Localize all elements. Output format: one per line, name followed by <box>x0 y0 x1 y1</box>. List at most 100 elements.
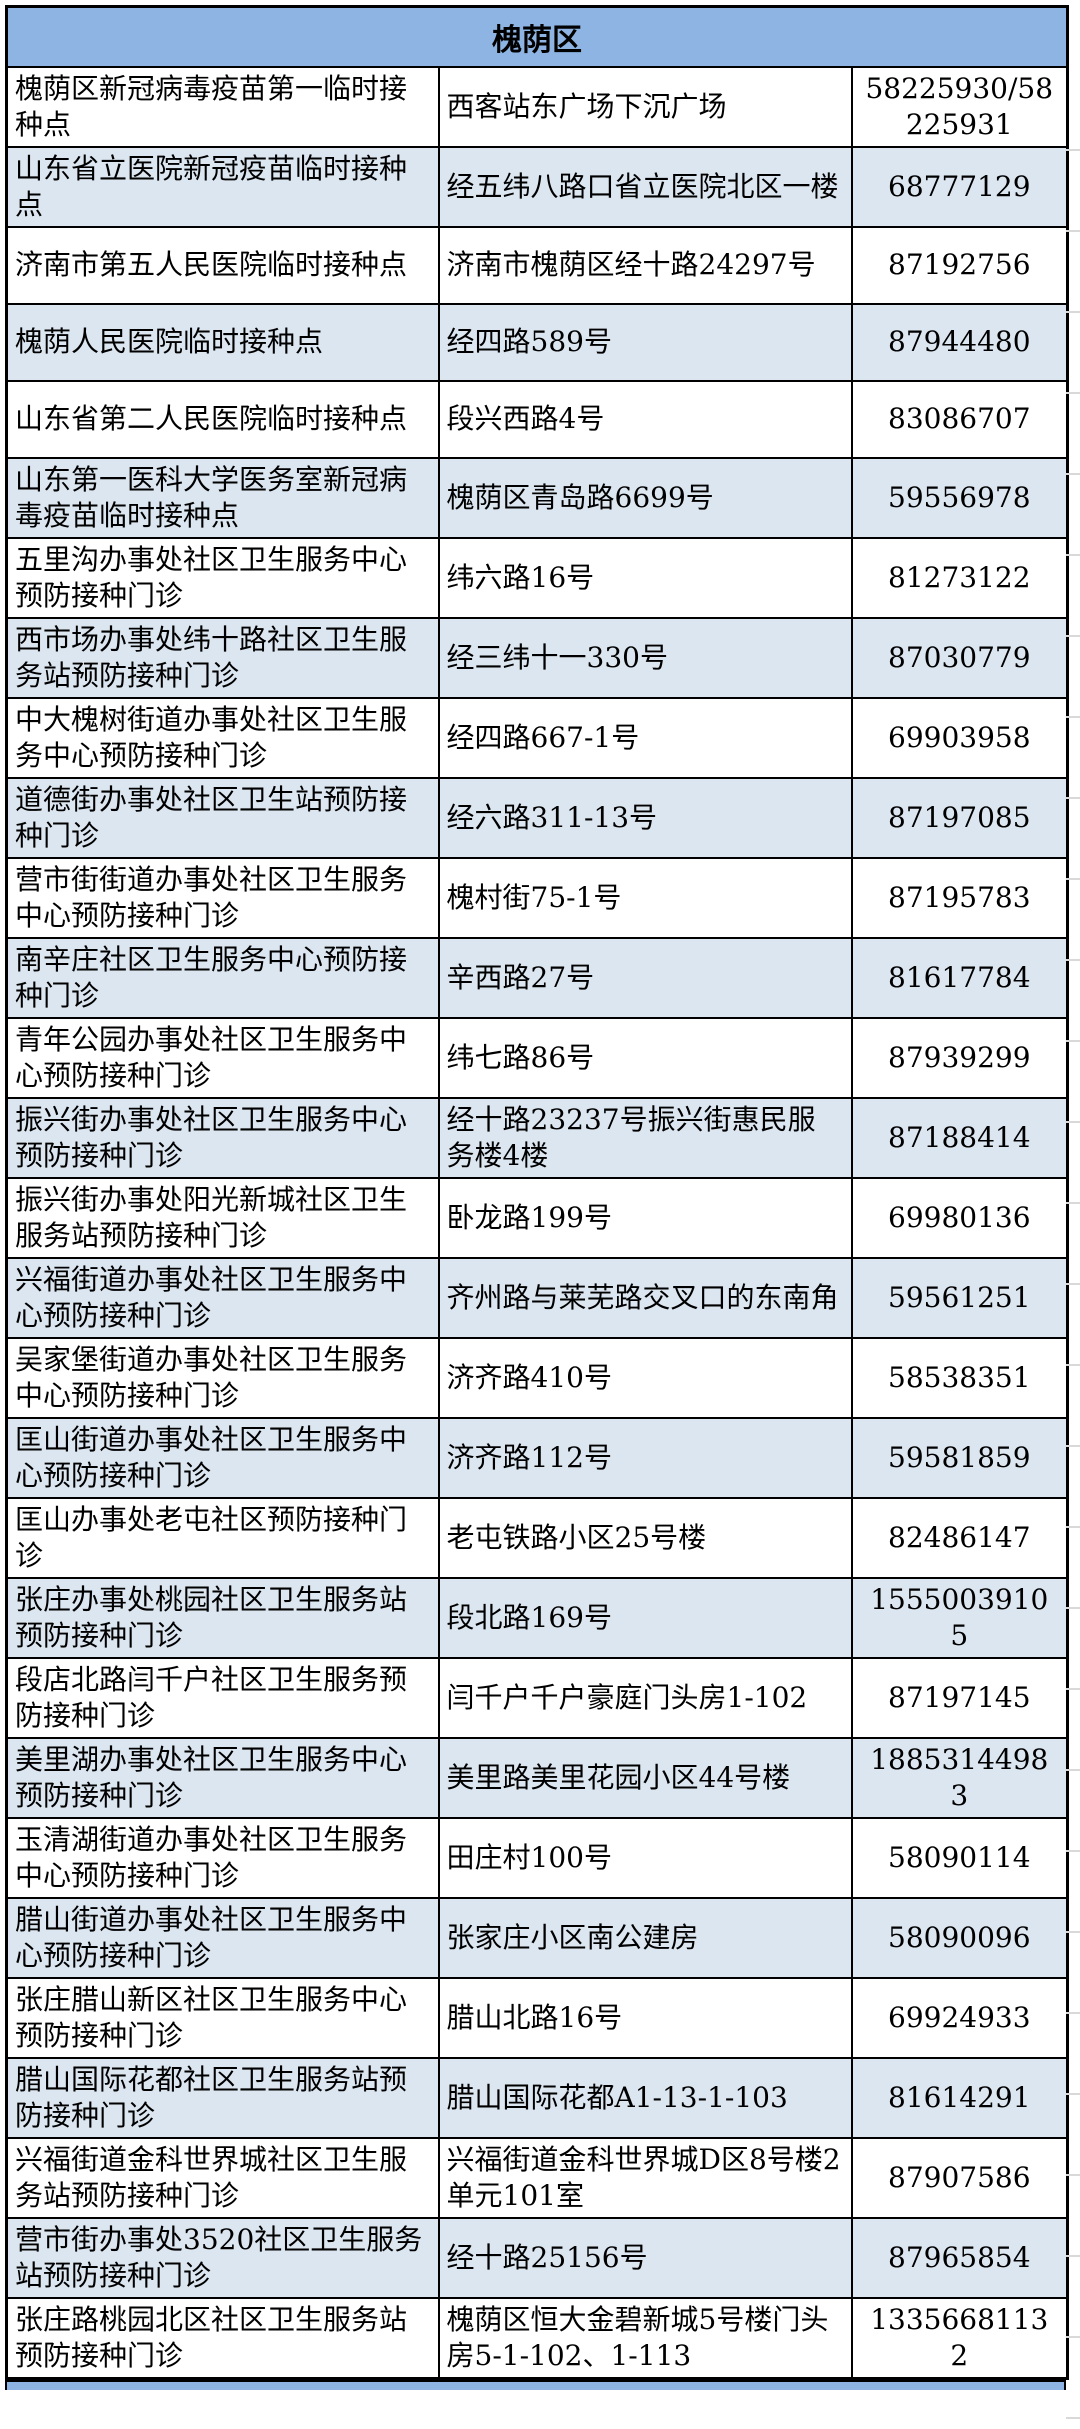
site-address-cell: 槐荫区青岛路6699号 <box>437 456 853 539</box>
table-row: 美里湖办事处社区卫生服务中心预防接种门诊 美里路美里花园小区44号楼 18853… <box>5 1736 1069 1819</box>
site-phone-cell: 87939299 <box>850 1016 1069 1099</box>
site-name-cell: 振兴街办事处阳光新城社区卫生服务站预防接种门诊 <box>5 1176 440 1259</box>
site-name-cell: 槐荫人民医院临时接种点 <box>5 302 440 382</box>
table-row: 济南市第五人民医院临时接种点 济南市槐荫区经十路24297号 87192756 <box>5 225 1069 305</box>
site-name-cell: 美里湖办事处社区卫生服务中心预防接种门诊 <box>5 1736 440 1819</box>
table-row: 张庄腊山新区社区卫生服务中心预防接种门诊 腊山北路16号 69924933 <box>5 1976 1069 2059</box>
site-phone-cell: 81273122 <box>850 536 1069 619</box>
site-address-cell: 济南市槐荫区经十路24297号 <box>437 225 853 305</box>
site-name-cell: 段店北路闫千户社区卫生服务预防接种门诊 <box>5 1656 440 1739</box>
site-phone-cell: 83086707 <box>850 379 1069 459</box>
site-name-cell: 山东第一医科大学医务室新冠病毒疫苗临时接种点 <box>5 456 440 539</box>
site-address-cell: 腊山国际花都A1-13-1-103 <box>437 2056 853 2139</box>
site-name-cell: 道德街办事处社区卫生站预防接种门诊 <box>5 776 440 859</box>
table-row: 西市场办事处纬十路社区卫生服务站预防接种门诊 经三纬十一330号 8703077… <box>5 616 1069 699</box>
table-row: 营市街街道办事处社区卫生服务中心预防接种门诊 槐村街75-1号 87195783 <box>5 856 1069 939</box>
table-row: 腊山街道办事处社区卫生服务中心预防接种门诊 张家庄小区南公建房 58090096 <box>5 1896 1069 1979</box>
site-phone-cell: 87030779 <box>850 616 1069 699</box>
site-phone-cell: 15550039105 <box>850 1576 1069 1659</box>
table-row: 匡山办事处老屯社区预防接种门诊 老屯铁路小区25号楼 82486147 <box>5 1496 1069 1579</box>
site-address-cell: 老屯铁路小区25号楼 <box>437 1496 853 1579</box>
site-name-cell: 营市街办事处3520社区卫生服务站预防接种门诊 <box>5 2216 440 2299</box>
site-phone-cell: 69903958 <box>850 696 1069 779</box>
site-address-cell: 田庄村100号 <box>437 1816 853 1899</box>
site-address-cell: 段北路169号 <box>437 1576 853 1659</box>
site-name-cell: 匡山办事处老屯社区预防接种门诊 <box>5 1496 440 1579</box>
site-phone-cell: 59561251 <box>850 1256 1069 1339</box>
spreadsheet-area: 槐荫区 槐荫区新冠病毒疫苗第一临时接种点 西客站东广场下沉广场 58225930… <box>5 5 1070 2390</box>
table-row: 兴福街道办事处社区卫生服务中心预防接种门诊 齐州路与莱芜路交叉口的东南角 595… <box>5 1256 1069 1339</box>
site-address-cell: 经三纬十一330号 <box>437 616 853 699</box>
site-phone-cell: 81614291 <box>850 2056 1069 2139</box>
table-row: 槐荫区新冠病毒疫苗第一临时接种点 西客站东广场下沉广场 58225930/582… <box>5 65 1069 148</box>
site-name-cell: 振兴街办事处社区卫生服务中心预防接种门诊 <box>5 1096 440 1179</box>
table-row: 腊山国际花都社区卫生服务站预防接种门诊 腊山国际花都A1-13-1-103 81… <box>5 2056 1069 2139</box>
site-phone-cell: 69924933 <box>850 1976 1069 2059</box>
next-district-header-partial <box>5 2379 1066 2390</box>
site-name-cell: 南辛庄社区卫生服务中心预防接种门诊 <box>5 936 440 1019</box>
table-row: 青年公园办事处社区卫生服务中心预防接种门诊 纬七路86号 87939299 <box>5 1016 1069 1099</box>
site-phone-cell: 87944480 <box>850 302 1069 382</box>
site-phone-cell: 87195783 <box>850 856 1069 939</box>
site-phone-cell: 69980136 <box>850 1176 1069 1259</box>
site-name-cell: 匡山街道办事处社区卫生服务中心预防接种门诊 <box>5 1416 440 1499</box>
site-address-cell: 经五纬八路口省立医院北区一楼 <box>437 145 853 228</box>
table-row: 南辛庄社区卫生服务中心预防接种门诊 辛西路27号 81617784 <box>5 936 1069 1019</box>
site-phone-cell: 68777129 <box>850 145 1069 228</box>
site-name-cell: 吴家堡街道办事处社区卫生服务中心预防接种门诊 <box>5 1336 440 1419</box>
gridline-tail <box>1066 70 1080 2419</box>
table-row: 匡山街道办事处社区卫生服务中心预防接种门诊 济齐路112号 59581859 <box>5 1416 1069 1499</box>
site-phone-cell: 87907586 <box>850 2136 1069 2219</box>
site-address-cell: 济齐路410号 <box>437 1336 853 1419</box>
vaccination-site-table: 槐荫区 槐荫区新冠病毒疫苗第一临时接种点 西客站东广场下沉广场 58225930… <box>5 5 1070 2380</box>
site-name-cell: 青年公园办事处社区卫生服务中心预防接种门诊 <box>5 1016 440 1099</box>
table-row: 振兴街办事处社区卫生服务中心预防接种门诊 经十路23237号振兴街惠民服务楼4楼… <box>5 1096 1069 1179</box>
site-phone-cell: 87188414 <box>850 1096 1069 1179</box>
site-name-cell: 兴福街道金科世界城社区卫生服务站预防接种门诊 <box>5 2136 440 2219</box>
table-row: 山东省立医院新冠疫苗临时接种点 经五纬八路口省立医院北区一楼 68777129 <box>5 145 1069 228</box>
site-name-cell: 张庄腊山新区社区卫生服务中心预防接种门诊 <box>5 1976 440 2059</box>
site-phone-cell: 58538351 <box>850 1336 1069 1419</box>
site-address-cell: 张家庄小区南公建房 <box>437 1896 853 1979</box>
site-name-cell: 山东省立医院新冠疫苗临时接种点 <box>5 145 440 228</box>
site-name-cell: 兴福街道办事处社区卫生服务中心预防接种门诊 <box>5 1256 440 1339</box>
site-phone-cell: 87197145 <box>850 1656 1069 1739</box>
table-row: 兴福街道金科世界城社区卫生服务站预防接种门诊 兴福街道金科世界城D区8号楼2单元… <box>5 2136 1069 2219</box>
site-address-cell: 兴福街道金科世界城D区8号楼2单元101室 <box>437 2136 853 2219</box>
district-title: 槐荫区 <box>5 5 1069 68</box>
site-address-cell: 经六路311-13号 <box>437 776 853 859</box>
site-phone-cell: 59556978 <box>850 456 1069 539</box>
site-phone-cell: 81617784 <box>850 936 1069 1019</box>
site-address-cell: 槐荫区恒大金碧新城5号楼门头房5-1-102、1-113 <box>437 2296 853 2379</box>
site-address-cell: 腊山北路16号 <box>437 1976 853 2059</box>
site-phone-cell: 13356681132 <box>850 2296 1069 2379</box>
table-row: 山东省第二人民医院临时接种点 段兴西路4号 83086707 <box>5 379 1069 459</box>
table-row: 山东第一医科大学医务室新冠病毒疫苗临时接种点 槐荫区青岛路6699号 59556… <box>5 456 1069 539</box>
site-phone-cell: 59581859 <box>850 1416 1069 1499</box>
site-name-cell: 中大槐树街道办事处社区卫生服务中心预防接种门诊 <box>5 696 440 779</box>
table-row: 振兴街办事处阳光新城社区卫生服务站预防接种门诊 卧龙路199号 69980136 <box>5 1176 1069 1259</box>
district-header-row: 槐荫区 <box>5 5 1069 68</box>
site-address-cell: 段兴西路4号 <box>437 379 853 459</box>
site-name-cell: 济南市第五人民医院临时接种点 <box>5 225 440 305</box>
table-row: 营市街办事处3520社区卫生服务站预防接种门诊 经十路25156号 879658… <box>5 2216 1069 2299</box>
site-address-cell: 卧龙路199号 <box>437 1176 853 1259</box>
site-name-cell: 槐荫区新冠病毒疫苗第一临时接种点 <box>5 65 440 148</box>
site-name-cell: 张庄办事处桃园社区卫生服务站预防接种门诊 <box>5 1576 440 1659</box>
site-name-cell: 玉清湖街道办事处社区卫生服务中心预防接种门诊 <box>5 1816 440 1899</box>
site-phone-cell: 82486147 <box>850 1496 1069 1579</box>
site-phone-cell: 18853144983 <box>850 1736 1069 1819</box>
site-address-cell: 闫千户千户豪庭门头房1-102 <box>437 1656 853 1739</box>
site-address-cell: 纬七路86号 <box>437 1016 853 1099</box>
site-name-cell: 山东省第二人民医院临时接种点 <box>5 379 440 459</box>
site-address-cell: 纬六路16号 <box>437 536 853 619</box>
table-row: 张庄路桃园北区社区卫生服务站预防接种门诊 槐荫区恒大金碧新城5号楼门头房5-1-… <box>5 2296 1069 2379</box>
site-address-cell: 经十路23237号振兴街惠民服务楼4楼 <box>437 1096 853 1179</box>
table-row: 段店北路闫千户社区卫生服务预防接种门诊 闫千户千户豪庭门头房1-102 8719… <box>5 1656 1069 1739</box>
table-row: 吴家堡街道办事处社区卫生服务中心预防接种门诊 济齐路410号 58538351 <box>5 1336 1069 1419</box>
site-phone-cell: 58090096 <box>850 1896 1069 1979</box>
site-address-cell: 齐州路与莱芜路交叉口的东南角 <box>437 1256 853 1339</box>
site-address-cell: 西客站东广场下沉广场 <box>437 65 853 148</box>
site-address-cell: 槐村街75-1号 <box>437 856 853 939</box>
table-body: 槐荫区新冠病毒疫苗第一临时接种点 西客站东广场下沉广场 58225930/582… <box>5 65 1069 2379</box>
